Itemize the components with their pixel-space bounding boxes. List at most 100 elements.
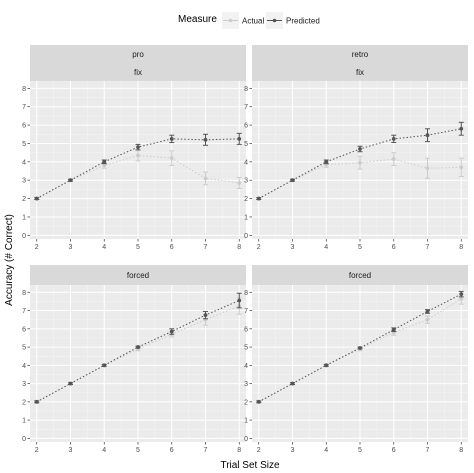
x-tick-label: 7 xyxy=(204,447,208,454)
y-tick-label: 7 xyxy=(244,104,248,111)
point-predicted xyxy=(459,292,464,297)
point-predicted xyxy=(425,309,430,314)
y-tick-label: 1 xyxy=(244,418,248,425)
point-predicted xyxy=(237,298,242,303)
x-tick-label: 3 xyxy=(69,244,73,251)
point-predicted xyxy=(203,137,208,142)
x-tick-label: 4 xyxy=(102,244,106,251)
x-tick-label: 3 xyxy=(291,447,295,454)
facet-strip xyxy=(252,265,468,285)
x-tick-label: 8 xyxy=(237,244,241,251)
legend: Measure Actual Predicted xyxy=(178,12,320,29)
y-tick-label: 5 xyxy=(244,141,248,148)
y-axis-title: Accuracy (# Correct) xyxy=(4,214,15,306)
y-tick-label: 0 xyxy=(244,436,248,443)
legend-title: Measure xyxy=(178,14,217,25)
panel-3: forced 0 1 2 3 4 5 6 7 8 2 3 4 5 6 7 8 xyxy=(244,265,468,454)
y-tick-label: 7 xyxy=(22,308,26,315)
x-tick-label: 8 xyxy=(459,447,463,454)
panel-2: forced 0 1 2 3 4 5 6 7 8 2 3 4 5 6 7 8 xyxy=(22,265,246,454)
y-tick-label: 1 xyxy=(22,214,26,221)
y-tick-label: 5 xyxy=(22,141,26,148)
facet-strip-label: fix xyxy=(134,68,142,77)
facet-strip-label: pro xyxy=(132,50,144,59)
legend-entry-actual: Actual xyxy=(222,12,264,29)
point-actual xyxy=(169,156,174,161)
y-tick-label: 2 xyxy=(244,196,248,203)
facet-strip xyxy=(252,45,468,81)
y-tick-label: 2 xyxy=(22,196,26,203)
facet-panels: pro fix 0 1 2 3 4 5 6 7 8 2 3 4 5 6 7 8 retro fix 0 1 2 3 4 5 6 7 8 2… xyxy=(22,45,468,454)
x-tick-label: 2 xyxy=(35,244,39,251)
y-tick-label: 8 xyxy=(244,86,248,93)
point-actual xyxy=(459,296,464,301)
y-tick-label: 6 xyxy=(244,326,248,333)
point-predicted xyxy=(169,136,174,141)
point-predicted xyxy=(290,381,295,386)
point-actual xyxy=(136,153,140,158)
point-actual xyxy=(102,163,107,168)
x-tick-label: 5 xyxy=(136,244,140,251)
y-tick-label: 6 xyxy=(22,326,26,333)
y-tick-label: 5 xyxy=(22,345,26,352)
legend-label-actual: Actual xyxy=(242,17,264,26)
legend-entry-predicted: Predicted xyxy=(266,12,320,29)
point-actual xyxy=(358,160,362,165)
facet-strip-label: forced xyxy=(349,271,371,280)
x-tick-label: 2 xyxy=(35,447,39,454)
series-predicted xyxy=(34,132,242,201)
x-tick-label: 3 xyxy=(291,244,295,251)
panel-0: pro fix 0 1 2 3 4 5 6 7 8 2 3 4 5 6 7 8 xyxy=(22,45,246,251)
y-tick-label: 5 xyxy=(244,345,248,352)
y-tick-label: 0 xyxy=(22,436,26,443)
point-predicted xyxy=(237,136,242,141)
facet-strip-label: fix xyxy=(356,68,364,77)
series-predicted xyxy=(34,292,242,404)
y-tick-label: 8 xyxy=(244,290,248,297)
y-tick-label: 7 xyxy=(22,104,26,111)
series-predicted xyxy=(256,290,464,404)
x-tick-label: 2 xyxy=(257,447,261,454)
y-tick-label: 3 xyxy=(244,178,248,185)
x-tick-label: 6 xyxy=(170,244,174,251)
x-tick-label: 5 xyxy=(136,447,140,454)
x-tick-label: 7 xyxy=(426,447,430,454)
point-actual xyxy=(425,317,430,322)
point-predicted xyxy=(358,147,362,151)
facet-strip xyxy=(30,45,246,81)
facet-strip-label: retro xyxy=(352,50,369,59)
point-predicted xyxy=(102,159,107,164)
point-predicted xyxy=(358,346,362,350)
y-tick-label: 6 xyxy=(244,123,248,130)
x-tick-label: 7 xyxy=(204,244,208,251)
x-tick-label: 6 xyxy=(392,447,396,454)
point-predicted xyxy=(68,381,73,386)
point-predicted xyxy=(324,159,329,164)
point-predicted xyxy=(324,363,329,368)
x-tick-label: 8 xyxy=(237,447,241,454)
x-tick-label: 7 xyxy=(426,244,430,251)
point-predicted xyxy=(391,136,396,141)
y-tick-label: 0 xyxy=(22,233,26,240)
y-tick-label: 8 xyxy=(22,86,26,93)
facet-strip-label: forced xyxy=(127,271,149,280)
y-tick-label: 3 xyxy=(22,178,26,185)
point-predicted xyxy=(203,313,208,318)
legend-label-predicted: Predicted xyxy=(286,17,320,26)
y-tick-label: 4 xyxy=(22,363,26,370)
point-predicted xyxy=(256,196,261,201)
y-tick-label: 7 xyxy=(244,308,248,315)
point-predicted xyxy=(136,145,140,150)
x-tick-label: 4 xyxy=(324,244,328,251)
point-predicted xyxy=(169,329,174,334)
y-tick-label: 2 xyxy=(22,399,26,406)
point-predicted xyxy=(68,178,73,183)
series-predicted xyxy=(256,121,464,201)
x-tick-label: 4 xyxy=(102,447,106,454)
point-predicted xyxy=(102,363,107,368)
point-actual xyxy=(425,166,430,171)
point-actual xyxy=(391,157,396,161)
y-tick-label: 1 xyxy=(244,214,248,221)
point-predicted xyxy=(391,327,396,332)
